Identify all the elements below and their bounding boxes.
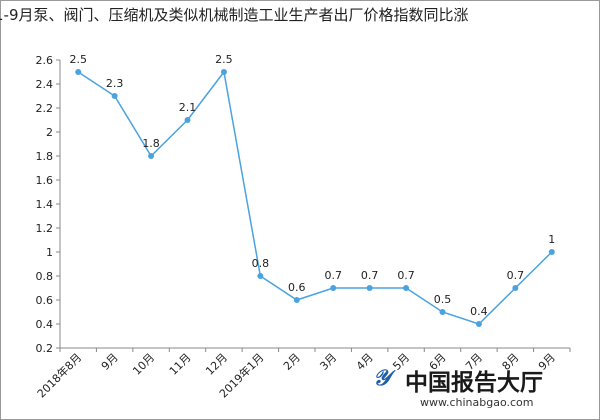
value-label: 2.3 bbox=[106, 77, 124, 90]
y-tick-label: 2.6 bbox=[36, 54, 54, 67]
y-tick-label: 0.2 bbox=[36, 342, 54, 355]
point bbox=[366, 285, 373, 291]
point bbox=[439, 309, 446, 315]
y-tick-label: 2.2 bbox=[36, 102, 54, 115]
value-label: 0.7 bbox=[361, 269, 379, 282]
value-label: 2.5 bbox=[69, 53, 87, 66]
y-tick-label: 1.8 bbox=[36, 150, 54, 163]
y-tick-label: 2.4 bbox=[36, 78, 54, 91]
value-label: 0.8 bbox=[252, 257, 270, 270]
point bbox=[403, 285, 410, 291]
y-tick-label: 0.4 bbox=[36, 318, 54, 331]
point bbox=[184, 117, 191, 123]
point bbox=[75, 69, 82, 75]
value-label: 0.7 bbox=[397, 269, 415, 282]
watermark: 𝒴 中国报告大厅 www.chinabgao.com bbox=[373, 366, 543, 409]
y-tick-label: 1.4 bbox=[36, 198, 54, 211]
y-tick-label: 1.6 bbox=[36, 174, 54, 187]
chart-title: 1-9月泵、阀门、压缩机及类似机械制造工业生产者出厂价格指数同比涨 bbox=[0, 6, 469, 24]
watermark-url: www.chinabgao.com bbox=[420, 396, 534, 409]
point bbox=[330, 285, 337, 291]
line bbox=[77, 70, 553, 325]
y-tick-label: 0.6 bbox=[36, 294, 54, 307]
watermark-name: 中国报告大厅 bbox=[405, 370, 543, 396]
point bbox=[111, 93, 118, 99]
y-tick-label: 1 bbox=[46, 246, 53, 259]
y-tick-label: 0.8 bbox=[36, 270, 54, 283]
value-label: 1 bbox=[548, 233, 555, 246]
point bbox=[548, 249, 555, 255]
point bbox=[512, 285, 519, 291]
value-label: 0.7 bbox=[324, 269, 342, 282]
value-label: 2.5 bbox=[215, 53, 233, 66]
point bbox=[293, 297, 300, 303]
value-label: 0.4 bbox=[470, 305, 488, 318]
point bbox=[148, 153, 155, 159]
point bbox=[220, 69, 227, 75]
value-label: 2.1 bbox=[179, 101, 197, 114]
point bbox=[257, 273, 264, 279]
value-label: 0.5 bbox=[434, 293, 452, 306]
value-label: 0.6 bbox=[288, 281, 306, 294]
value-label: 1.8 bbox=[142, 137, 160, 150]
point bbox=[475, 321, 482, 327]
y-tick-label: 1.2 bbox=[36, 222, 54, 235]
y-tick-label: 2 bbox=[46, 126, 53, 139]
value-label: 0.7 bbox=[507, 269, 525, 282]
